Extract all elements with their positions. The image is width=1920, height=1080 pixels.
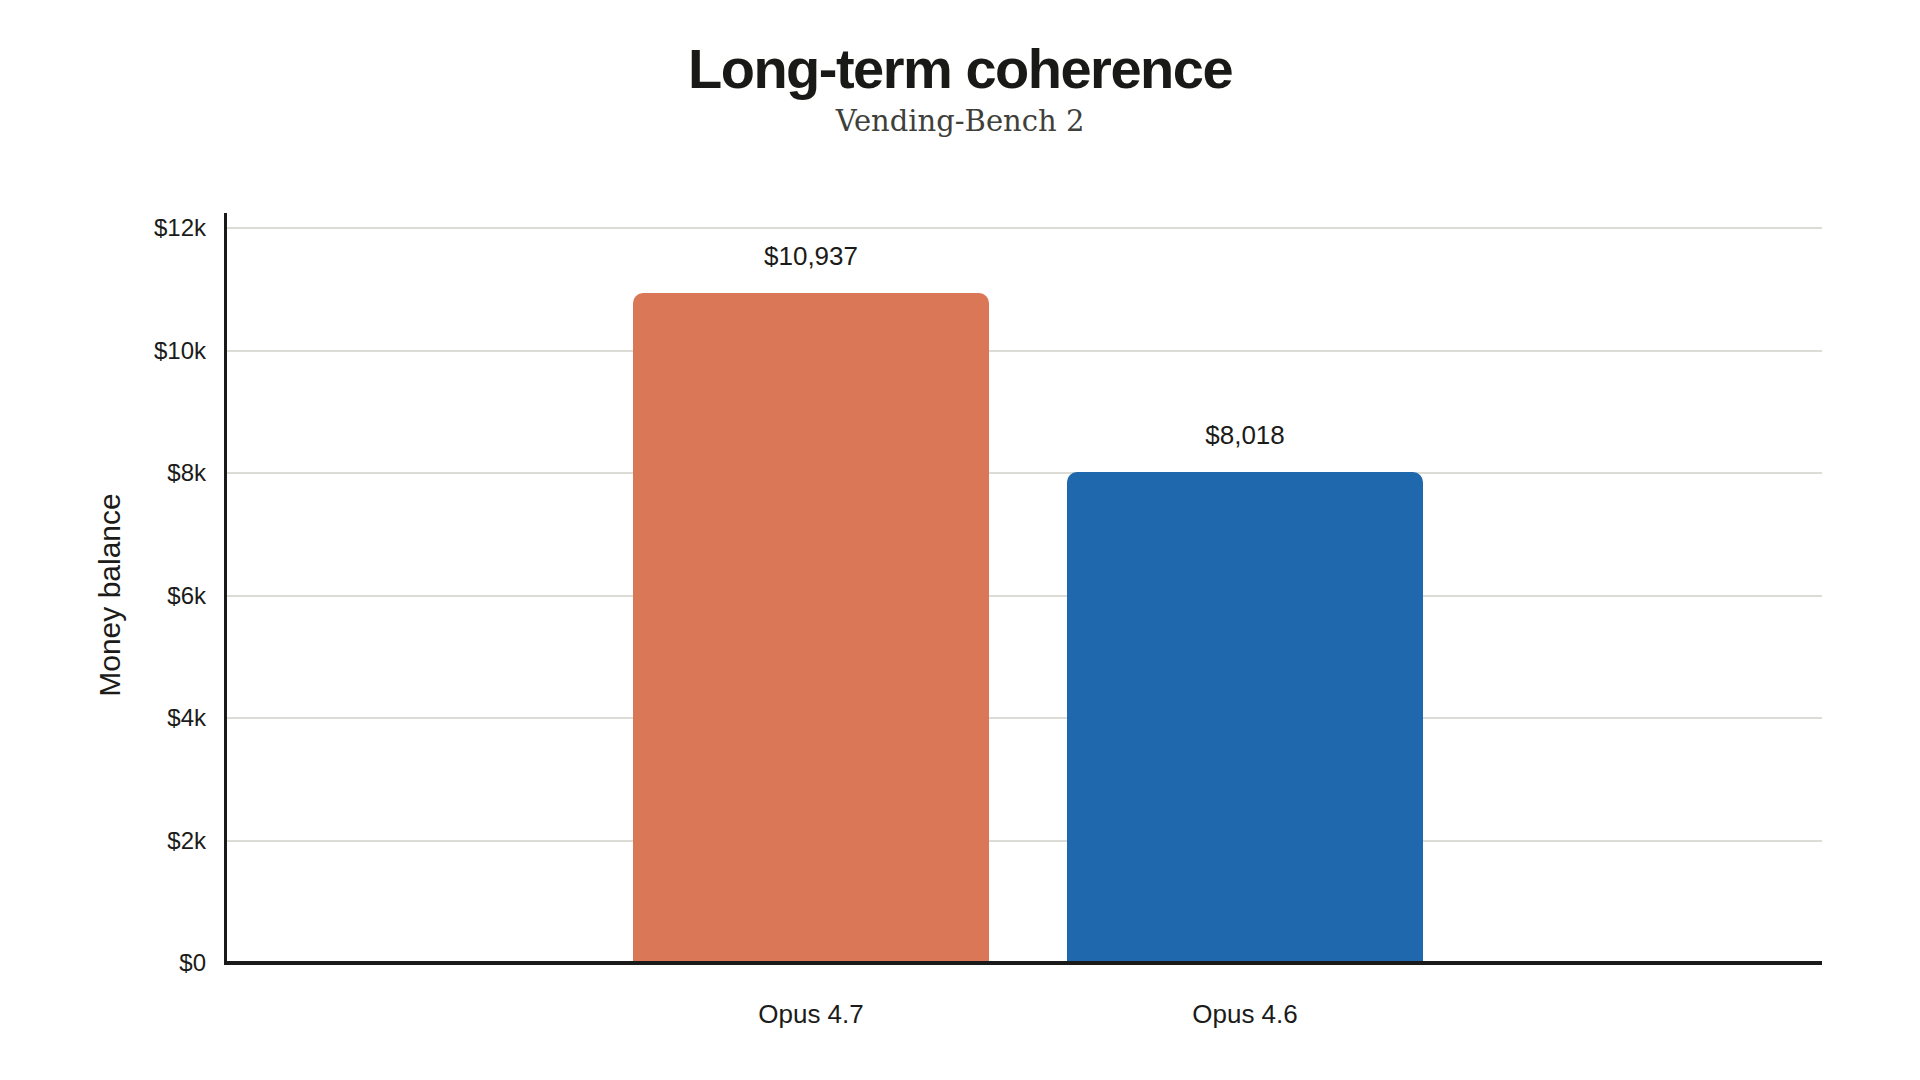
chart-figure: Long-term coherence Vending-Bench 2 Mone… — [0, 0, 1920, 1080]
gridline — [227, 717, 1822, 719]
y-tick-label: $2k — [70, 826, 206, 856]
gridline — [227, 227, 1822, 229]
chart-subtitle: Vending-Bench 2 — [0, 104, 1920, 138]
gridline — [227, 350, 1822, 352]
y-tick-label: $12k — [70, 213, 206, 243]
y-tick-label: $6k — [70, 581, 206, 611]
bar-value-label: $10,937 — [633, 241, 989, 271]
y-tick-label: $0 — [70, 948, 206, 978]
y-tick-label: $10k — [70, 336, 206, 366]
x-category-label: Opus 4.7 — [633, 998, 989, 1030]
x-axis-line — [224, 961, 1822, 965]
bar-value-label: $8,018 — [1067, 420, 1423, 450]
gridline — [227, 595, 1822, 597]
bar-opus-4-6 — [1067, 472, 1423, 963]
chart-title: Long-term coherence — [0, 36, 1920, 101]
y-tick-label: $4k — [70, 703, 206, 733]
bar-opus-4-7 — [633, 293, 989, 963]
gridline — [227, 472, 1822, 474]
gridline — [227, 840, 1822, 842]
y-axis-line — [224, 213, 227, 965]
x-category-label: Opus 4.6 — [1067, 998, 1423, 1030]
y-tick-label: $8k — [70, 458, 206, 488]
